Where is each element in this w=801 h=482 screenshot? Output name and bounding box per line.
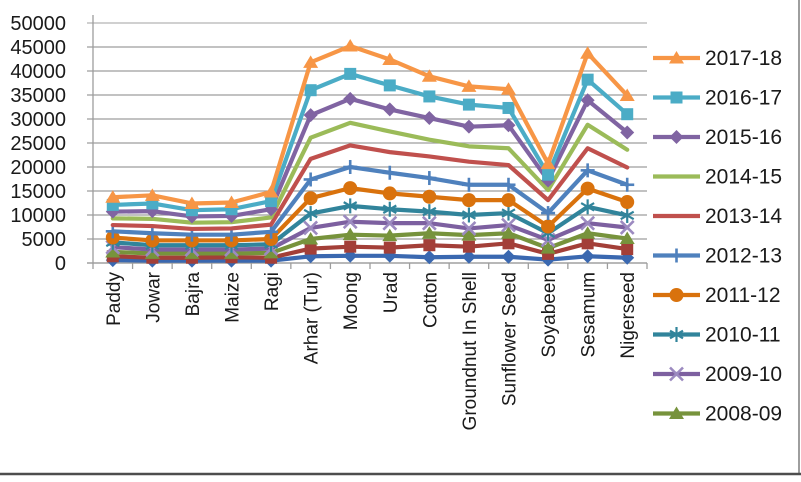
x-axis-label: Maize xyxy=(223,272,244,323)
x-axis-label: Urad xyxy=(381,272,402,313)
series-2017-18 xyxy=(105,39,635,209)
legend-entry-2012-13: 2012-13 xyxy=(653,245,782,268)
legend-entry-2016-17: 2016-17 xyxy=(653,87,782,110)
x-axis-label: Cotton xyxy=(420,272,441,328)
legend-entry-2009-10: 2009-10 xyxy=(653,363,782,386)
y-axis-tick-label: 35000 xyxy=(10,85,66,107)
y-axis-tick-label: 40000 xyxy=(10,61,66,83)
series-2011-12 xyxy=(105,181,635,248)
svg-text:2013-14: 2013-14 xyxy=(705,205,782,228)
x-axis-label: Ragi xyxy=(262,272,283,311)
svg-text:2009-10: 2009-10 xyxy=(705,363,782,386)
legend-entry-2013-14: 2013-14 xyxy=(653,205,782,228)
series-2013-14 xyxy=(110,143,630,232)
y-axis-tick-label: 45000 xyxy=(10,37,66,59)
legend-entry-2011-12: 2011-12 xyxy=(653,284,781,307)
x-axis-label: Jowar xyxy=(143,271,164,322)
y-axis-tick-label: 15000 xyxy=(10,181,66,203)
y-axis-tick-label: 50000 xyxy=(10,13,66,35)
x-axis-label: Nigerseed xyxy=(618,272,639,359)
y-axis-tick-label: 25000 xyxy=(10,133,66,155)
legend: 2017-18 2016-17 2015-16 2014-15 2013-14 2012-… xyxy=(653,47,782,426)
svg-text:2015-16: 2015-16 xyxy=(705,126,782,149)
x-axis-label: Soyabeen xyxy=(539,272,560,358)
x-axis-label: Sesamum xyxy=(579,272,600,358)
series-2014-15 xyxy=(110,120,630,225)
legend-entry-2010-11: 2010-11 xyxy=(653,324,781,347)
y-axis-tick-label: 0 xyxy=(55,253,66,275)
svg-text:2014-15: 2014-15 xyxy=(705,166,782,189)
svg-text:2011-12: 2011-12 xyxy=(705,284,781,307)
y-axis-tick-label: 10000 xyxy=(10,205,66,227)
y-axis-tick-label: 5000 xyxy=(22,229,67,251)
svg-text:2010-11: 2010-11 xyxy=(705,324,781,347)
svg-text:2008-09: 2008-09 xyxy=(705,403,782,426)
x-axis-label: Bajra xyxy=(183,272,204,317)
x-axis-label: Sunflower Seed xyxy=(500,272,521,406)
legend-entry-2014-15: 2014-15 xyxy=(653,166,782,189)
x-axis-label: Groundnut In Shell xyxy=(460,272,481,430)
legend-entry-2015-16: 2015-16 xyxy=(653,126,782,149)
svg-text:2017-18: 2017-18 xyxy=(705,47,782,70)
legend-entry-2008-09: 2008-09 xyxy=(653,403,782,426)
y-axis-tick-label: 20000 xyxy=(10,157,66,179)
svg-text:2016-17: 2016-17 xyxy=(705,87,782,110)
x-axis-label: Moong xyxy=(341,272,362,330)
x-axis-label: Paddy xyxy=(104,272,125,326)
series-2016-17 xyxy=(106,67,634,217)
legend-entry-2017-18: 2017-18 xyxy=(653,47,782,70)
x-axis-label: Arhar (Tur) xyxy=(302,272,323,364)
svg-text:2012-13: 2012-13 xyxy=(705,245,782,268)
y-axis-tick-label: 30000 xyxy=(10,109,66,131)
